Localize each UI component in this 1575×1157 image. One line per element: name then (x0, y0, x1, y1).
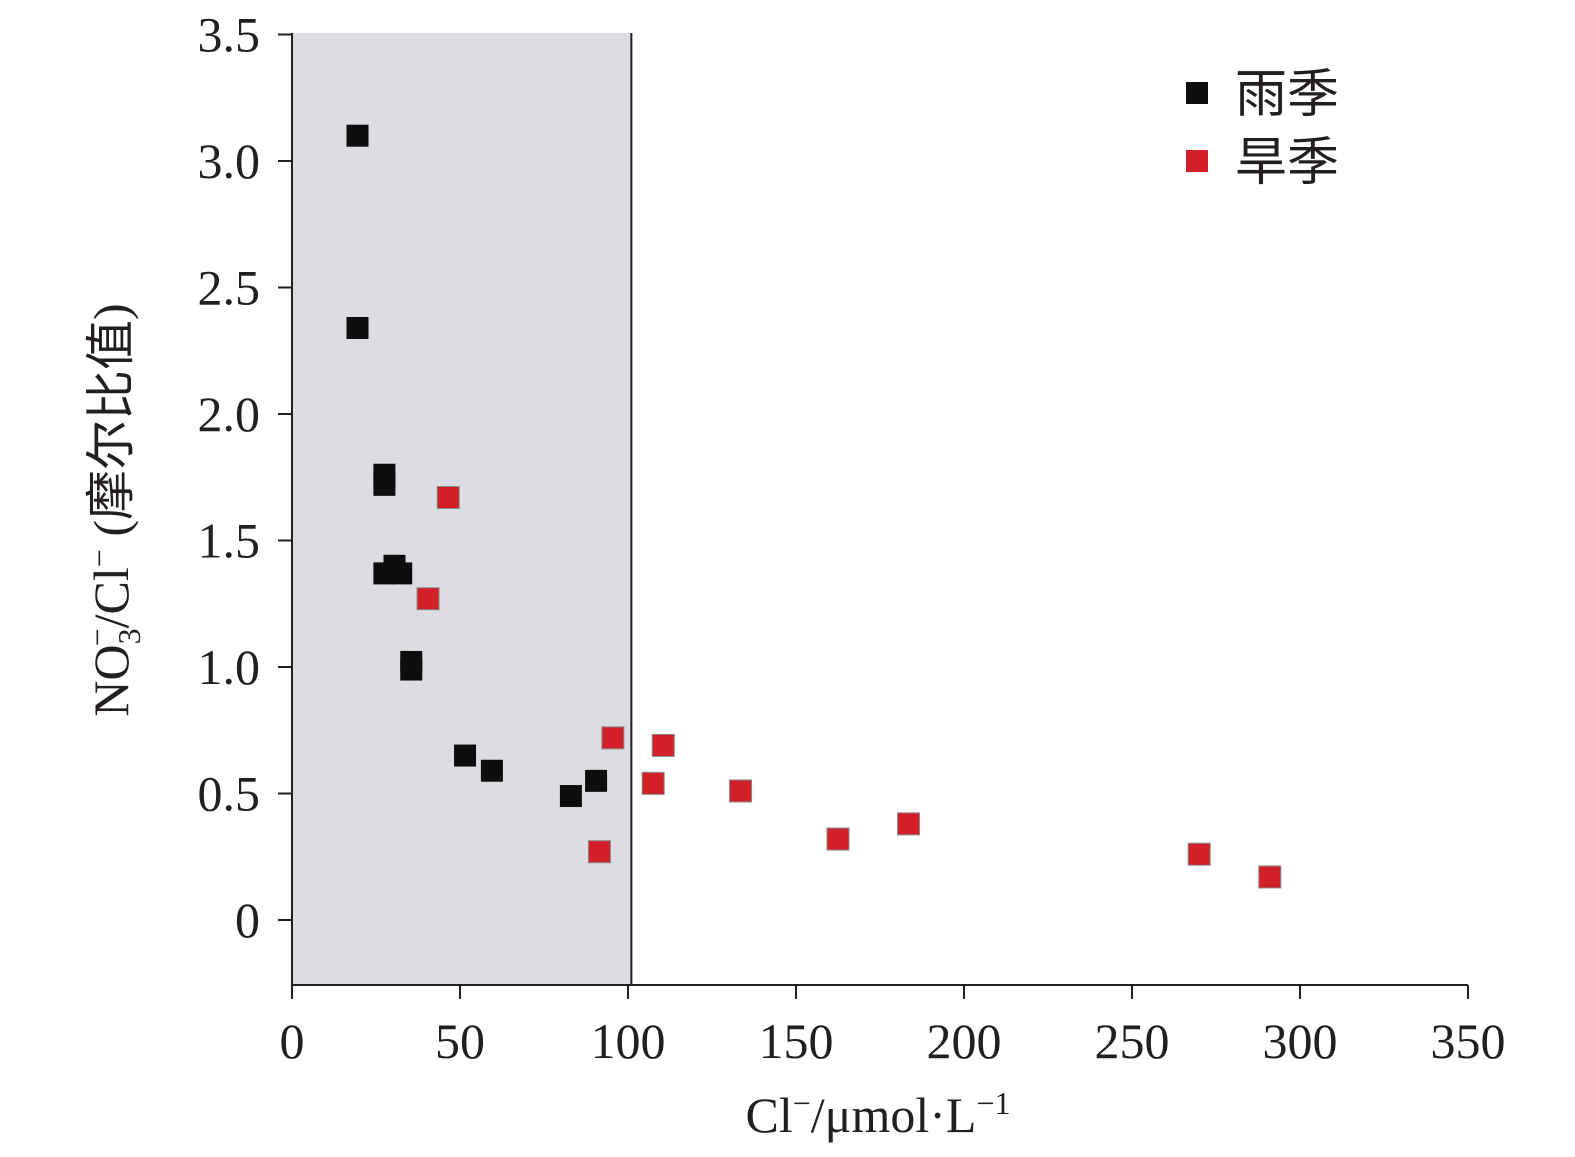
rainy-season-point (559, 785, 582, 808)
dry-season-point (897, 812, 921, 836)
legend-label-dry: 旱季 (1235, 133, 1339, 193)
y-tick-label: 1.5 (198, 513, 261, 569)
rainy-season-point (373, 473, 396, 496)
dry-season-point (436, 485, 460, 509)
dry-season-point (651, 733, 675, 757)
rainy-season-point (585, 769, 608, 792)
y-axis-title: NO3−/Cl− (摩尔比值) (79, 303, 147, 716)
x-tick-label: 150 (759, 1013, 834, 1069)
x-axis-title: Cl−/μmol·L−1 (745, 1085, 1010, 1143)
dry-season-point (729, 779, 753, 803)
data-points (346, 124, 1282, 889)
legend: 雨季 旱季 (1186, 65, 1339, 193)
x-tick-label: 0 (280, 1013, 305, 1069)
y-axis-title-sup2: − (81, 549, 117, 567)
rainy-season-point (480, 759, 503, 782)
y-axis-title-part2: /Cl (83, 567, 139, 628)
y-axis-title-part3: (摩尔比值) (83, 303, 139, 549)
dry-season-point (601, 726, 625, 750)
y-axis-title-part1: NO (83, 644, 139, 716)
y-axis-title-sup1: − (79, 628, 115, 646)
dry-season-point (1187, 842, 1211, 866)
x-axis-title-prefix: Cl (745, 1087, 792, 1143)
dry-season-point (587, 840, 611, 864)
x-tick-label: 300 (1263, 1013, 1338, 1069)
y-tick-label: 1.0 (198, 639, 261, 695)
rainy-season-point (390, 562, 413, 585)
x-tick-label: 100 (591, 1013, 666, 1069)
rainy-season-point (454, 744, 477, 767)
legend-marker-dry (1186, 150, 1208, 172)
x-tick-label: 50 (435, 1013, 485, 1069)
y-axis-title-sub: 3 (111, 628, 147, 644)
y-tick-label: 3.5 (198, 7, 261, 63)
rainy-season-point (400, 658, 423, 681)
rainy-season-point (346, 124, 369, 147)
y-tick-label: 0 (235, 892, 260, 948)
shaded-region (292, 33, 632, 985)
y-tick-label: 3.0 (198, 133, 261, 189)
x-tick-label: 350 (1431, 1013, 1506, 1069)
legend-label-rainy: 雨季 (1235, 65, 1339, 125)
x-axis-title-middle: /μmol·L (811, 1087, 977, 1143)
x-axis: 0 50 100 150 200 250 300 350 (280, 984, 1506, 1069)
y-tick-label: 2.5 (198, 260, 261, 316)
x-tick-label: 250 (1095, 1013, 1170, 1069)
dry-season-point (1258, 865, 1282, 889)
y-tick-label: 2.0 (198, 386, 261, 442)
x-axis-title-sup1: − (793, 1085, 811, 1121)
x-axis-title-sup2: −1 (976, 1085, 1010, 1121)
dry-season-point (826, 827, 850, 851)
legend-marker-rainy (1186, 82, 1208, 104)
x-tick-label: 200 (927, 1013, 1002, 1069)
dry-season-point (641, 771, 665, 795)
rainy-season-point (346, 316, 369, 339)
y-tick-label: 0.5 (198, 766, 261, 822)
y-axis: 0 0.5 1.0 1.5 2.0 2.5 3.0 3.5 (198, 7, 293, 985)
dry-season-point (416, 587, 440, 611)
